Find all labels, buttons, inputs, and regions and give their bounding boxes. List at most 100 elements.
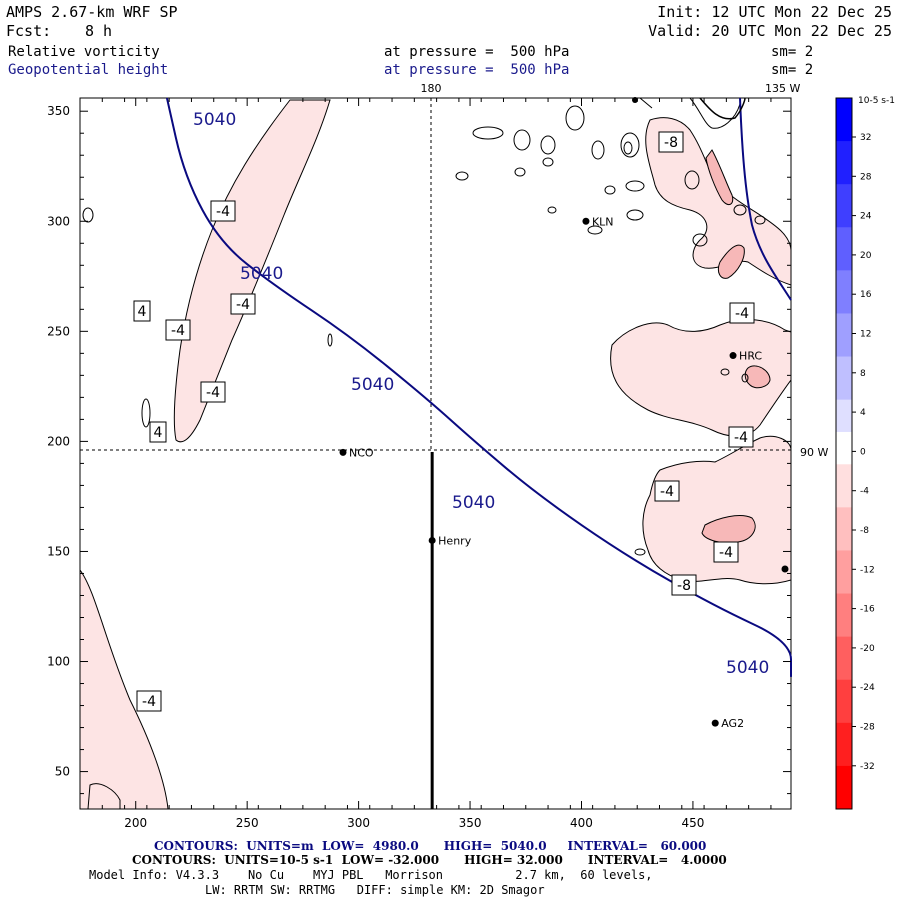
vorticity-label: -4 [719,545,733,561]
x-tick-label: 450 [681,816,704,830]
colorbar-frame [835,97,853,810]
model-title: AMPS 2.67-km WRF SP [6,3,178,21]
y-tick-label: 250 [47,324,70,338]
vorticity-lobe-hrc [610,319,791,437]
reference-lines [80,98,791,452]
y-tick-label: 350 [47,104,70,118]
x-tick-label: 300 [347,816,370,830]
colorbar-tick-label: -8 [860,526,869,536]
colorbar-swatch [836,507,852,551]
y-tick-label: 100 [47,655,70,669]
colorbar-tick-label: -32 [860,762,875,772]
colorbar-tick-label: 16 [860,290,872,300]
y-axis: 50 100 150 200 250 300 350 [47,104,791,795]
height-contour-northeast-black [699,97,746,120]
y-tick-label: 300 [47,214,70,228]
x-axis: 200 250 300 350 400 450 [79,98,772,830]
footer-vorticity-contours: CONTOURS: UNITS=10-5 s-1 LOW= -32.000 HI… [132,853,727,867]
vorticity-core-east [717,244,745,279]
footer-model-info: Model Info: V4.3.3 No Cu MYJ PBL Morriso… [89,868,653,882]
stations: NCO Henry KLN HRC AG2 [339,97,789,730]
vorticity-label: -4 [660,484,674,500]
colorbar-swatch [836,593,852,638]
plot-frame [79,97,792,810]
vorticity-label-box [165,319,191,341]
y-tick-label: 200 [47,434,70,448]
colorbar-tick-label: 8 [860,369,866,379]
station-marker [582,217,590,225]
colorbar-tick-label: 4 [860,408,866,418]
vorticity-label: -4 [206,385,220,401]
colorbar-swatch [836,722,852,767]
vorticity-band-west [173,99,331,443]
colorbar-swatch [836,464,852,508]
lon-label-135w: 135 W [765,82,800,95]
colorbar-tick-label: 28 [860,172,872,182]
field1-smoothing: sm= 2 [771,44,814,60]
colorbar-swatch [836,431,852,454]
height-contour-5040-northeast [739,97,792,301]
colorbar-tick-label: -24 [860,683,875,693]
vorticity-core-hrc [744,365,771,389]
vorticity-label: -4 [734,430,748,446]
vorticity-label: -4 [735,306,749,322]
field2-smoothing: sm= 2 [771,62,814,78]
forecast-label: Fcst: [6,22,52,40]
vorticity-lobe-southeast [642,435,791,585]
height-label: 5040 [452,493,495,513]
vorticity-label-box [136,690,162,712]
vorticity-label-box [729,302,755,324]
colorbar-swatch [836,313,852,358]
colorbar-swatch [836,765,852,810]
station-marker [632,97,638,103]
footer-physics-info: LW: RRTM SW: RRTMG DIFF: simple KM: 2D S… [205,883,545,897]
colorbar-swatch [836,356,852,401]
vorticity-label: -4 [142,694,156,710]
vorticity-label: 4 [138,304,147,320]
vorticity-label: -4 [216,204,230,220]
station-label: Henry [438,534,472,547]
colorbar-tick-label: -12 [860,565,875,575]
valid-time: Valid: 20 UTC Mon 22 Dec 25 [648,22,892,40]
lon-label-90w: 90 W [800,446,828,459]
colorbar-swatch [836,636,852,681]
height-label: 5040 [726,658,769,678]
station-label: HRC [739,350,762,363]
colorbar-tick-label: -28 [860,723,875,733]
vorticity-label: -8 [677,578,691,594]
colorbar-tick-label: 0 [860,447,866,457]
x-tick-label: 250 [236,816,259,830]
colorbar-swatch [836,270,852,314]
vorticity-label-box [658,131,684,153]
colorbar-swatch [836,141,852,185]
x-tick-label: 350 [459,816,482,830]
init-time: Init: 12 UTC Mon 22 Dec 25 [657,3,892,21]
height-labels: 5040 5040 5040 5040 5040 [193,110,769,678]
vorticity-label-box [149,421,167,443]
vorticity-band-southwest [80,569,169,809]
footer-height-contours: CONTOURS: UNITS=m LOW= 4980.0 HIGH= 5040… [154,839,707,853]
vorticity-blob-southwest [87,783,121,809]
colorbar-tick-label: -20 [860,644,875,654]
x-tick-label: 200 [124,816,147,830]
colorbar: 32 28 24 20 16 12 8 4 0 -4 -8 -12 -16 -20 -24 -28 -32 [835,97,875,810]
x-tick-label: 400 [570,816,593,830]
vorticity-labels: -4 4 -4 -4 -4 4 -4 -8 -4 -4 -4 -8 -4 [133,131,755,712]
colorbar-tick-label: 32 [860,133,871,143]
colorbar-unit: 10-5 s-1 [858,96,895,106]
station-marker [711,719,719,727]
station-marker [428,536,436,544]
height-label: 5040 [351,375,394,395]
vorticity-label-box [671,574,697,596]
vorticity-small-contours [82,98,766,556]
station-label: AG2 [721,717,744,730]
vorticity-label: 4 [154,425,163,441]
vorticity-core-southeast [701,515,756,544]
field1-level: at pressure = 500 hPa [384,44,570,60]
field1-name: Relative vorticity [8,44,160,60]
colorbar-tick-label: 12 [860,330,871,340]
lon-label-180: 180 [421,82,442,95]
colorbar-swatch [836,227,852,271]
vorticity-label-box [210,200,236,222]
